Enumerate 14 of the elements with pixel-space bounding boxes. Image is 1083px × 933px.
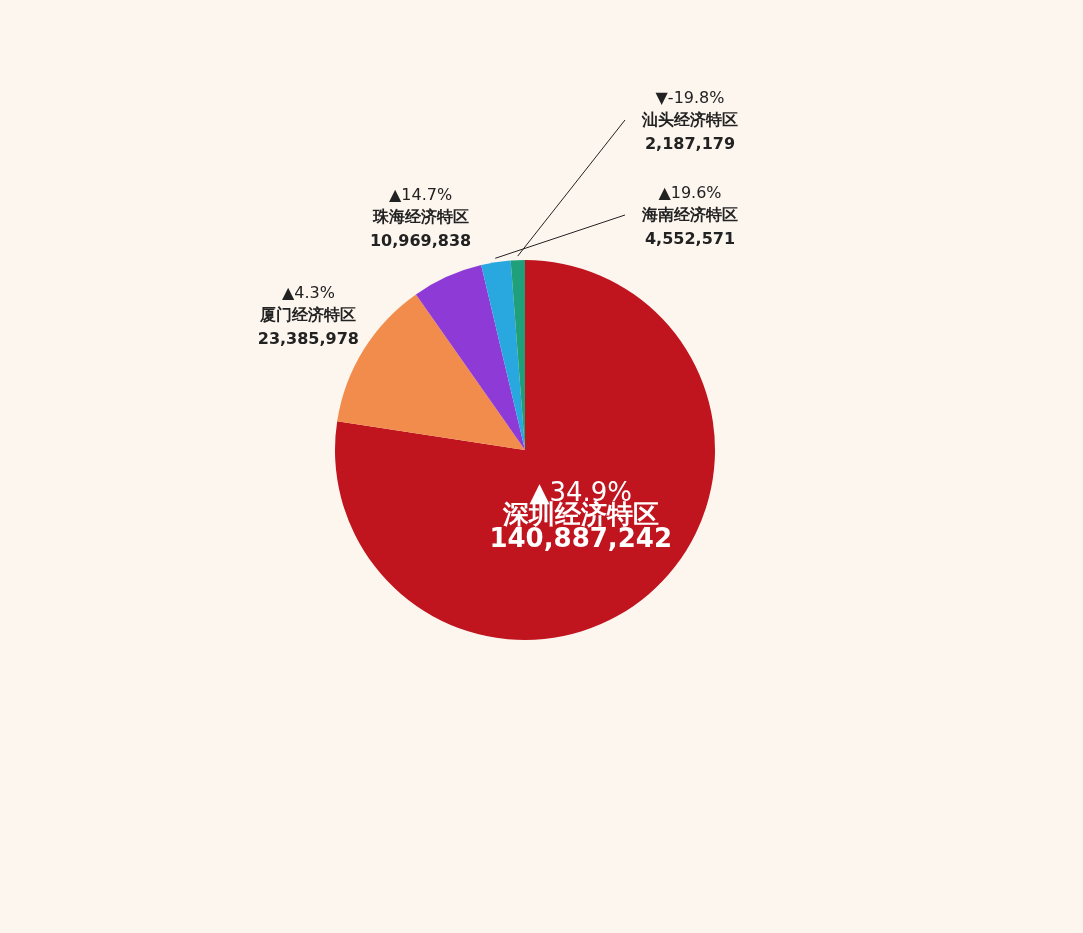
text: ▲14.7% xyxy=(388,185,453,205)
data-label: 4,552,571 xyxy=(644,229,736,248)
text: ▲4.3% xyxy=(281,283,335,303)
data-label: 23,385,978 xyxy=(257,329,359,349)
slice-label: 珠海经济特区 xyxy=(371,207,469,227)
slice-label: 厦门经济特区 xyxy=(259,305,357,325)
pie-slice xyxy=(415,265,525,450)
text: ▲19.6% xyxy=(658,183,722,202)
data-label: 10,969,838 xyxy=(369,231,472,251)
slice-label: 海南经济特区 xyxy=(641,205,738,224)
slice-label: 汕头经济特区 xyxy=(641,110,738,129)
pie-slice xyxy=(481,260,525,450)
text: ▼-19.8% xyxy=(655,88,725,107)
data-label: 2,187,179 xyxy=(644,134,736,153)
